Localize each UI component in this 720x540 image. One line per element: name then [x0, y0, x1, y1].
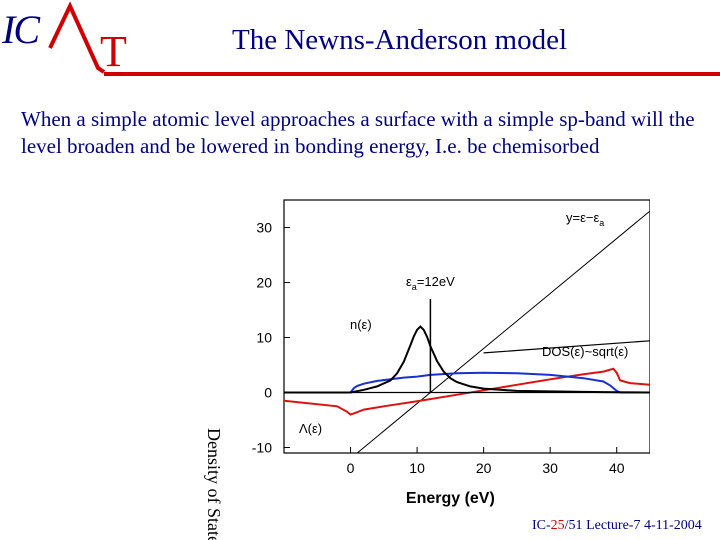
footer: IC-25/51 Lecture-7 4-11-2004	[532, 518, 702, 534]
line-label: y=ε−εa	[566, 210, 604, 228]
footer-prefix: IC-	[532, 518, 551, 533]
dos-chart: 0 10 20 30 40 -10 0 10 20 30 y=ε−εa εa=12eV n(ε) DOS…	[204, 199, 650, 540]
logo-ic: IC	[2, 7, 40, 52]
footer-total: /51	[564, 518, 583, 533]
x-tick-label: 10	[409, 460, 425, 476]
x-axis-title: Energy (eV)	[406, 490, 495, 507]
lambda-label: Λ(ε)	[299, 421, 322, 436]
x-tick-label: 20	[476, 460, 492, 476]
series-n	[284, 325, 650, 394]
plot-frame	[283, 199, 650, 454]
footer-lecture: Lecture-7 4-11-2004	[582, 518, 702, 533]
x-tick-label: 30	[542, 460, 558, 476]
x-tick-label: 40	[609, 460, 625, 476]
series-dos	[284, 371, 650, 394]
title-rule	[104, 72, 720, 76]
logo-caret-icon	[48, 1, 106, 74]
logo-t: T	[100, 27, 127, 76]
y-tick-label: 30	[256, 220, 272, 236]
footer-page: 25	[550, 518, 565, 533]
level-label: εa=12eV	[406, 274, 455, 292]
n-label: n(ε)	[350, 317, 372, 332]
intro-text: When a simple atomic level approaches a …	[21, 107, 695, 158]
series-dos-asymptote	[483, 340, 650, 354]
y-tick-label: 0	[264, 385, 272, 401]
y-tick-label: -10	[252, 440, 272, 456]
logo: IC T	[0, 0, 140, 80]
y-tick-label: 20	[256, 275, 272, 291]
x-tick-label: 0	[347, 460, 355, 476]
series-line	[356, 210, 650, 453]
slide-title: The Newns-Anderson model	[232, 24, 568, 56]
y-tick-label: 10	[256, 330, 272, 346]
series-lambda	[284, 367, 650, 416]
y-axis-title: Density of States	[204, 428, 224, 540]
dos-label: DOS(ε)~sqrt(ε)	[542, 344, 628, 359]
